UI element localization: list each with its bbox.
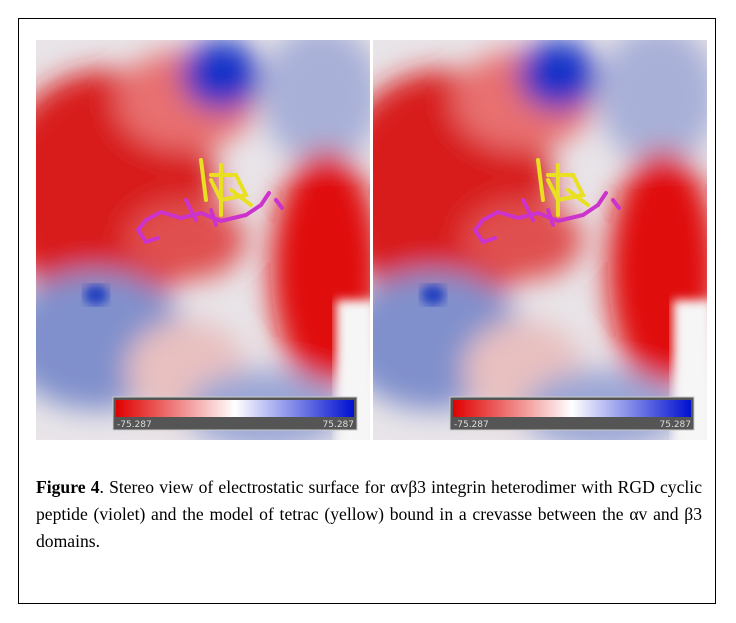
caption-label: Figure 4 [36, 477, 100, 497]
panel: -75.287 75.287 [333, 40, 707, 440]
panel: -75.287 75.287 [36, 40, 381, 440]
scale-max: 75.287 [660, 420, 692, 430]
caption: Figure 4. Stereo view of electrostatic s… [36, 474, 702, 555]
scale-bar [453, 400, 691, 417]
caption-text: . Stereo view of electrostatic surface f… [36, 477, 702, 551]
scale-max: 75.287 [323, 420, 355, 430]
scale-min: -75.287 [454, 420, 489, 430]
page: -75.287 75.287 -75.287 75.287 Figure 4. … [0, 0, 736, 623]
stereo-figure: -75.287 75.287 -75.287 75.287 [36, 40, 707, 440]
scale-bar [116, 400, 354, 417]
surface-image [36, 40, 381, 440]
scale-min: -75.287 [117, 420, 152, 430]
surface-image [333, 40, 707, 440]
